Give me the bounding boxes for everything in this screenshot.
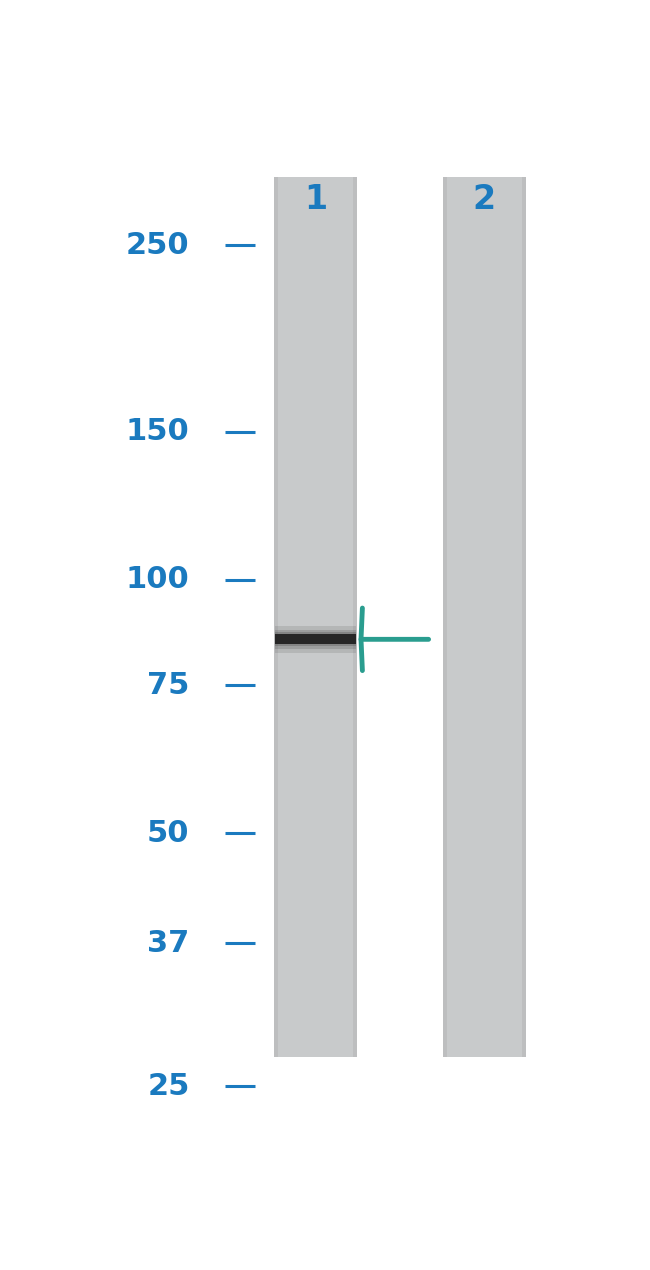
Bar <box>276 630 356 649</box>
Bar <box>274 177 357 1057</box>
Text: 2: 2 <box>473 183 496 216</box>
Text: 1: 1 <box>304 183 327 216</box>
Bar <box>353 177 357 1057</box>
Text: 37: 37 <box>148 928 190 958</box>
Bar <box>443 177 447 1057</box>
Text: 150: 150 <box>126 418 190 446</box>
Bar <box>274 177 278 1057</box>
Bar <box>276 635 356 644</box>
Bar <box>276 632 356 646</box>
Text: 250: 250 <box>126 231 190 260</box>
Text: 75: 75 <box>147 671 190 700</box>
Bar <box>522 177 526 1057</box>
Bar <box>276 626 356 653</box>
Text: 25: 25 <box>147 1072 190 1101</box>
Bar <box>443 177 526 1057</box>
Text: 50: 50 <box>147 819 190 847</box>
Text: 100: 100 <box>126 565 190 594</box>
